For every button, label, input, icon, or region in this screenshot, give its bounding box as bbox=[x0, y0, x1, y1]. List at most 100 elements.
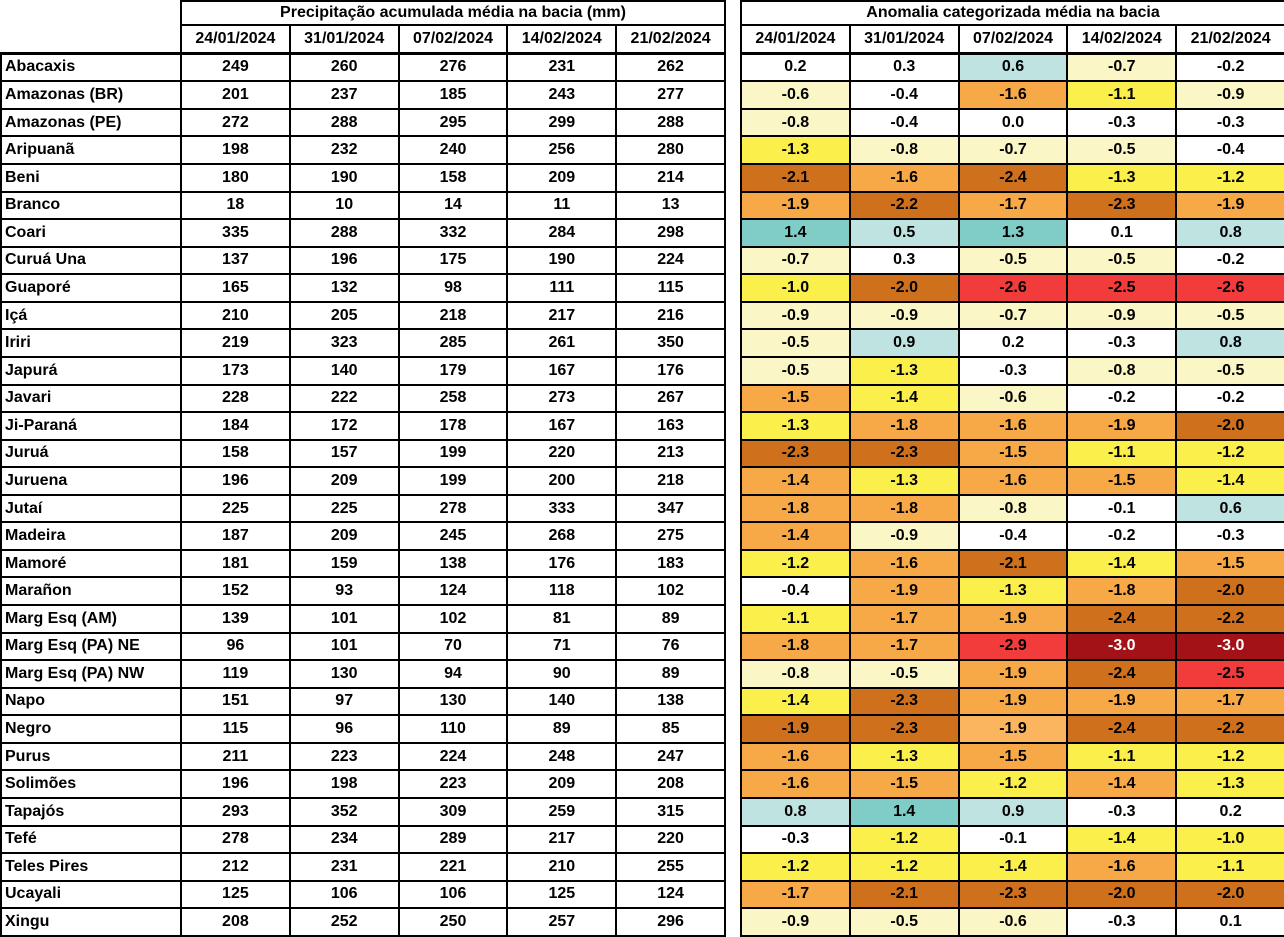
precip-value-cell: 76 bbox=[615, 631, 726, 662]
precip-value-cell: 288 bbox=[288, 107, 400, 138]
anomaly-value-cell: -1.7 bbox=[1175, 686, 1284, 717]
precip-value-cell: 196 bbox=[180, 769, 291, 799]
anomaly-value-cell: -2.9 bbox=[957, 631, 1069, 662]
anomaly-value-cell: -1.2 bbox=[1175, 741, 1284, 772]
precip-value-cell: 175 bbox=[397, 245, 509, 276]
precip-value-cell: 220 bbox=[615, 824, 726, 855]
precip-value-cell: 198 bbox=[180, 135, 291, 165]
basin-row-header: Içá bbox=[0, 300, 182, 331]
anomaly-value-cell: -0.4 bbox=[1175, 135, 1284, 165]
anomaly-value-cell: -0.6 bbox=[957, 907, 1069, 937]
precip-value-cell: 299 bbox=[506, 107, 618, 138]
basin-row-header: Ji-Paraná bbox=[0, 411, 182, 441]
precip-header-row: 24/01/2024 31/01/2024 07/02/2024 14/02/2024… bbox=[1, 24, 726, 55]
precip-value-cell: 218 bbox=[397, 300, 509, 331]
precip-value-cell: 243 bbox=[506, 80, 618, 110]
precip-value-cell: 352 bbox=[288, 796, 400, 827]
table-row: Coari 335 288 332 284 298 bbox=[0, 218, 726, 248]
table-row: Madeira 187 209 245 268 275 bbox=[0, 521, 726, 551]
precip-value-cell: 176 bbox=[506, 548, 618, 579]
anomaly-value-cell: -2.4 bbox=[957, 163, 1069, 193]
anomaly-value-cell: -0.1 bbox=[1066, 493, 1178, 524]
anomaly-value-cell: -0.2 bbox=[1066, 521, 1178, 551]
precip-value-cell: 137 bbox=[180, 245, 291, 276]
anomaly-value-cell: -2.3 bbox=[957, 879, 1069, 910]
basin-row-header: Marg Esq (PA) NE bbox=[0, 631, 182, 662]
precip-value-cell: 124 bbox=[615, 879, 726, 910]
table-row: -1.9 -2.2 -1.7 -2.3 -1.9 bbox=[740, 190, 1284, 221]
basin-row-header: Xingu bbox=[0, 907, 182, 937]
precip-value-cell: 237 bbox=[288, 80, 400, 110]
precip-value-cell: 167 bbox=[506, 355, 618, 386]
precip-value-cell: 201 bbox=[180, 80, 291, 110]
basin-row-header: Marg Esq (PA) NW bbox=[0, 659, 182, 689]
precip-value-cell: 214 bbox=[615, 163, 726, 193]
table-row: -0.9 -0.9 -0.7 -0.9 -0.5 bbox=[740, 300, 1284, 331]
table-row: Teles Pires 212 231 221 210 255 bbox=[0, 852, 726, 882]
precip-value-cell: 288 bbox=[288, 218, 400, 248]
precip-value-cell: 296 bbox=[615, 907, 726, 937]
precip-value-cell: 102 bbox=[615, 576, 726, 606]
precip-value-cell: 130 bbox=[288, 659, 400, 689]
anomaly-value-cell: -0.2 bbox=[1175, 51, 1284, 83]
table-row: -0.6 -0.4 -1.6 -1.1 -0.9 bbox=[740, 80, 1284, 110]
anomaly-value-cell: -0.5 bbox=[848, 659, 960, 689]
table-row: Branco 18 10 14 11 13 bbox=[0, 190, 726, 221]
precip-value-cell: 110 bbox=[397, 714, 509, 744]
basin-row-header: Amazonas (BR) bbox=[0, 80, 182, 110]
precip-value-cell: 125 bbox=[180, 879, 291, 910]
anomaly-value-cell: -0.3 bbox=[957, 355, 1069, 386]
anomaly-value-cell: -0.4 bbox=[740, 576, 851, 606]
anomaly-value-cell: -1.5 bbox=[848, 769, 960, 799]
table-row: Amazonas (BR) 201 237 185 243 277 bbox=[0, 80, 726, 110]
precip-value-cell: 273 bbox=[506, 383, 618, 414]
anomaly-value-cell: 0.2 bbox=[740, 51, 851, 83]
date-column-header: 31/01/2024 bbox=[288, 24, 400, 55]
anomaly-value-cell: -1.1 bbox=[1066, 741, 1178, 772]
precip-value-cell: 158 bbox=[180, 438, 291, 469]
precip-value-cell: 106 bbox=[288, 879, 400, 910]
precip-value-cell: 247 bbox=[615, 741, 726, 772]
anomaly-value-cell: 0.1 bbox=[1175, 907, 1284, 937]
precip-value-cell: 240 bbox=[397, 135, 509, 165]
table-row: -0.7 0.3 -0.5 -0.5 -0.2 bbox=[740, 245, 1284, 276]
anomaly-value-cell: -0.5 bbox=[1066, 135, 1178, 165]
precip-value-cell: 89 bbox=[506, 714, 618, 744]
anomaly-value-cell: -2.2 bbox=[1175, 714, 1284, 744]
anomaly-value-cell: -2.0 bbox=[1066, 879, 1178, 910]
precip-value-cell: 178 bbox=[397, 411, 509, 441]
table-row: -1.3 -1.8 -1.6 -1.9 -2.0 bbox=[740, 411, 1284, 441]
anomaly-value-cell: -1.8 bbox=[848, 493, 960, 524]
anomaly-value-cell: -1.4 bbox=[740, 521, 851, 551]
precip-value-cell: 267 bbox=[615, 383, 726, 414]
precip-value-cell: 277 bbox=[615, 80, 726, 110]
precip-value-cell: 224 bbox=[615, 245, 726, 276]
precip-value-cell: 97 bbox=[288, 686, 400, 717]
anomaly-value-cell: -0.8 bbox=[957, 493, 1069, 524]
anomaly-value-cell: -1.9 bbox=[1175, 190, 1284, 221]
basin-row-header: Napo bbox=[0, 686, 182, 717]
precip-value-cell: 151 bbox=[180, 686, 291, 717]
precip-value-cell: 199 bbox=[397, 466, 509, 496]
anomaly-value-cell: -2.4 bbox=[1066, 714, 1178, 744]
table-row: -1.6 -1.5 -1.2 -1.4 -1.3 bbox=[740, 769, 1284, 799]
anomaly-value-cell: -0.5 bbox=[957, 245, 1069, 276]
table-row: -1.8 -1.8 -0.8 -0.1 0.6 bbox=[740, 493, 1284, 524]
anomaly-header-row: 24/01/2024 31/01/2024 07/02/2024 14/02/2024… bbox=[740, 24, 1284, 55]
anomaly-value-cell: -1.3 bbox=[848, 466, 960, 496]
precip-value-cell: 275 bbox=[615, 521, 726, 551]
anomaly-value-cell: -0.2 bbox=[1175, 245, 1284, 276]
anomaly-value-cell: -1.3 bbox=[740, 411, 851, 441]
table-row: -1.6 -1.3 -1.5 -1.1 -1.2 bbox=[740, 741, 1284, 772]
anomaly-value-cell: -2.2 bbox=[848, 190, 960, 221]
anomaly-value-cell: -0.4 bbox=[848, 80, 960, 110]
precip-value-cell: 183 bbox=[615, 548, 726, 579]
anomaly-value-cell: -1.9 bbox=[957, 714, 1069, 744]
anomaly-value-cell: 0.8 bbox=[1175, 328, 1284, 358]
table-row: Marañon 152 93 124 118 102 bbox=[0, 576, 726, 606]
precip-value-cell: 228 bbox=[180, 383, 291, 414]
precip-title-row: Precipitação acumulada média na bacia (m… bbox=[1, 0, 726, 55]
anomaly-value-cell: -0.5 bbox=[1175, 355, 1284, 386]
precip-value-cell: 115 bbox=[180, 714, 291, 744]
precip-value-cell: 276 bbox=[397, 51, 509, 83]
